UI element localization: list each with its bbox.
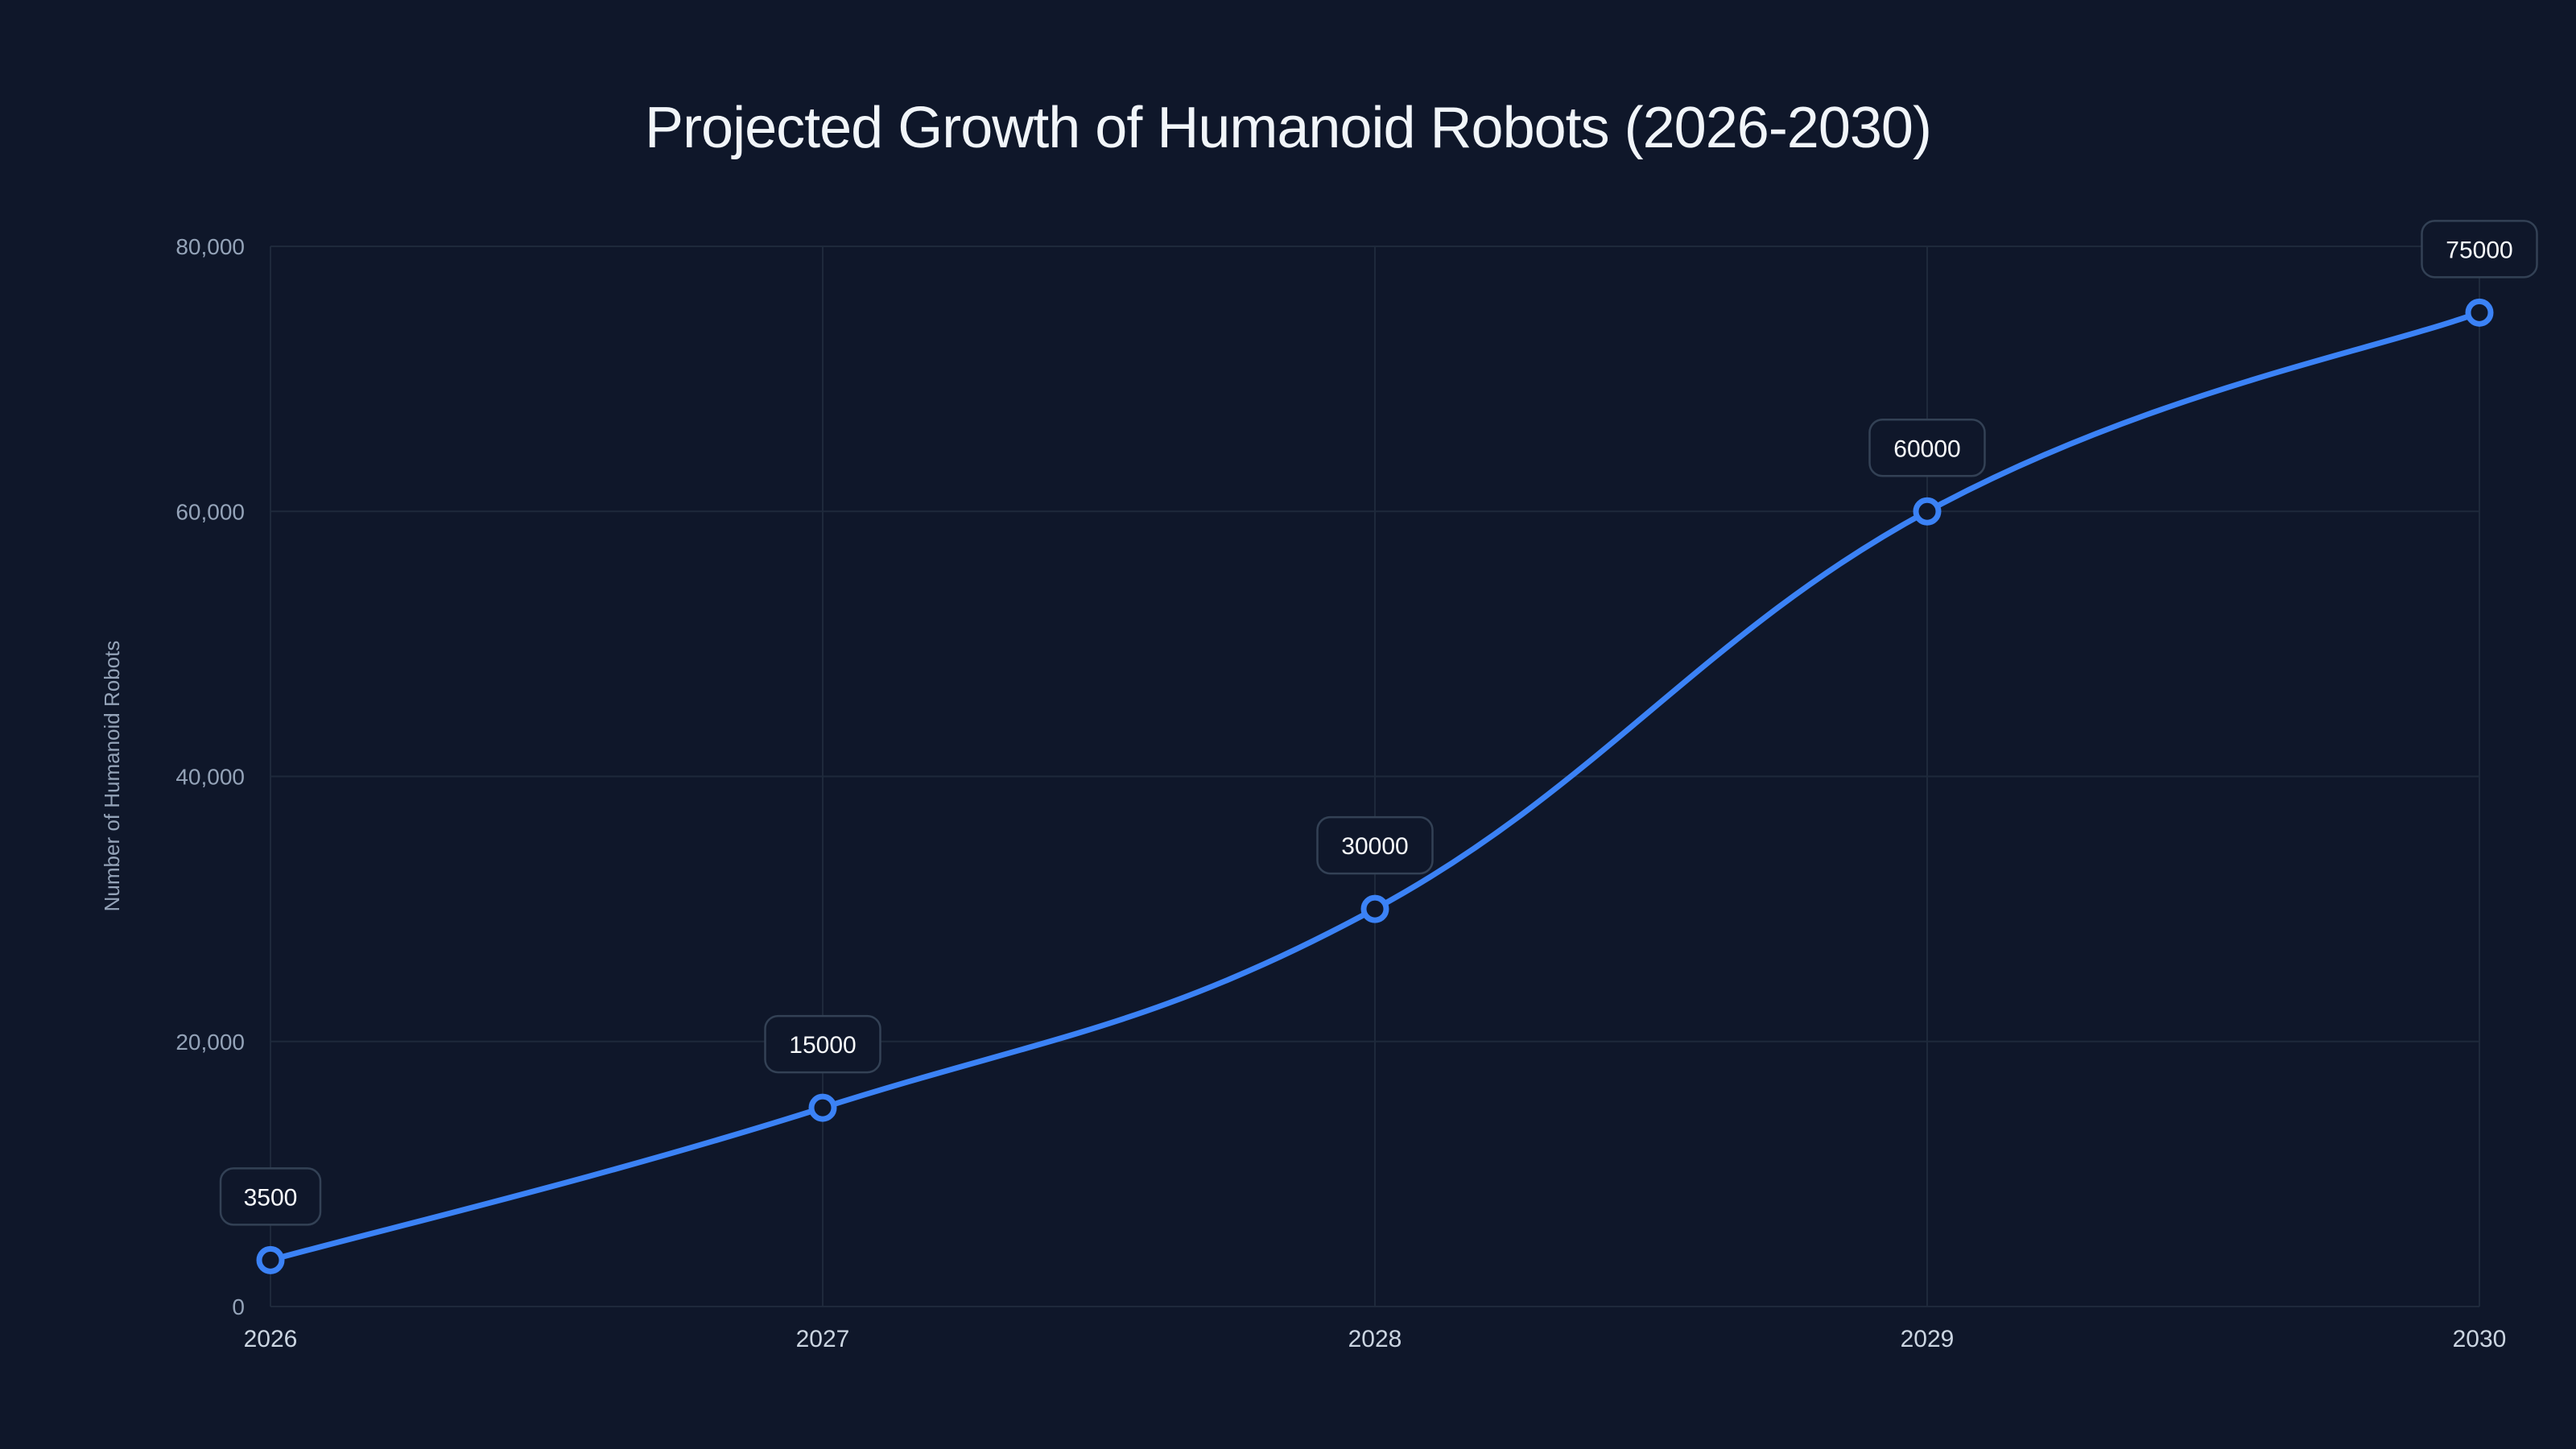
data-point-marker bbox=[2465, 298, 2494, 327]
data-label-text: 3500 bbox=[244, 1184, 298, 1211]
data-label-text: 75000 bbox=[2446, 237, 2512, 263]
chart-title: Projected Growth of Humanoid Robots (202… bbox=[645, 96, 1932, 160]
x-axis-ticks: 2026 2027 2028 2029 2030 bbox=[244, 1326, 2507, 1352]
grid-lines bbox=[270, 246, 2480, 1307]
y-tick-label: 0 bbox=[232, 1294, 245, 1319]
y-tick-label: 20,000 bbox=[175, 1030, 245, 1055]
data-point-marker bbox=[1360, 894, 1389, 923]
x-tick-label: 2028 bbox=[1348, 1326, 1402, 1352]
x-tick-label: 2029 bbox=[1901, 1326, 1955, 1352]
y-tick-label: 80,000 bbox=[175, 234, 245, 259]
y-tick-label: 60,000 bbox=[175, 499, 245, 524]
data-point-marker bbox=[1913, 497, 1942, 526]
data-label-box bbox=[1868, 419, 1986, 477]
y-tick-label: 40,000 bbox=[175, 765, 245, 790]
data-label-text: 30000 bbox=[1341, 833, 1408, 860]
data-label-box bbox=[219, 1167, 322, 1226]
x-tick-label: 2030 bbox=[2453, 1326, 2507, 1352]
data-point-marker bbox=[256, 1245, 285, 1274]
data-label-box bbox=[764, 1014, 881, 1074]
x-tick-label: 2027 bbox=[796, 1326, 850, 1352]
x-tick-label: 2026 bbox=[244, 1326, 298, 1352]
data-points bbox=[256, 298, 2494, 1274]
data-label-text: 60000 bbox=[1893, 436, 1960, 462]
data-labels: 3500 15000 30000 60000 75000 bbox=[219, 220, 2538, 1226]
y-axis-ticks: 0 20,000 40,000 60,000 80,000 bbox=[175, 234, 245, 1319]
data-label-text: 15000 bbox=[789, 1032, 856, 1059]
y-axis-label: Number of Humanoid Robots bbox=[100, 641, 124, 912]
data-point-marker bbox=[808, 1093, 837, 1122]
data-label-box bbox=[1316, 815, 1434, 875]
data-label-box bbox=[2421, 220, 2538, 279]
